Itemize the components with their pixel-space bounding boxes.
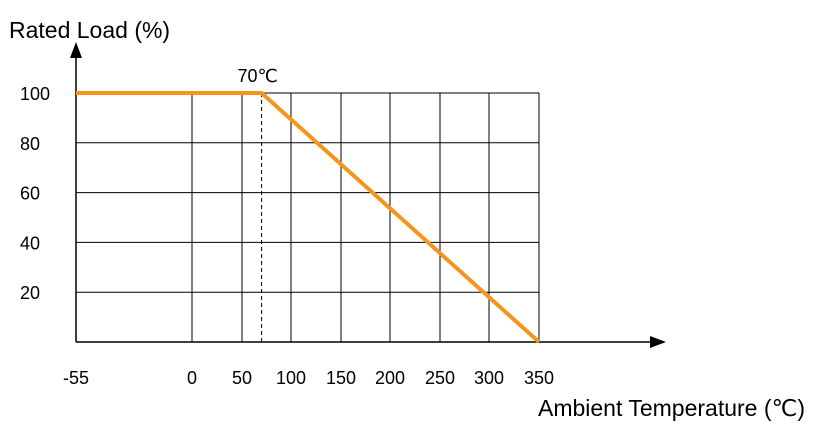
x-tick-label: 50 — [232, 368, 252, 388]
x-axis-arrow — [650, 336, 666, 348]
x-tick-label: 250 — [425, 368, 455, 388]
axes — [70, 42, 666, 348]
x-tick-label: 300 — [474, 368, 504, 388]
x-tick-label: -55 — [63, 368, 89, 388]
y-tick-label: 20 — [20, 283, 40, 303]
x-tick-label: 150 — [326, 368, 356, 388]
annotation-group: 70℃ — [237, 66, 278, 342]
annotation-label: 70℃ — [237, 66, 277, 86]
y-tick-label: 40 — [20, 233, 40, 253]
x-tick-label: 0 — [187, 368, 197, 388]
y-tick-label: 60 — [20, 184, 40, 204]
x-tick-labels: -55 0 50 100 150 200 250 300 350 — [63, 368, 554, 388]
x-axis-label: Ambient Temperature (℃) — [538, 395, 805, 421]
y-axis-arrow — [70, 42, 82, 58]
x-tick-label: 350 — [524, 368, 554, 388]
y-tick-labels: 20 40 60 80 100 — [20, 84, 50, 303]
y-axis-label: Rated Load (%) — [9, 17, 170, 43]
x-tick-label: 200 — [375, 368, 405, 388]
x-tick-label: 100 — [276, 368, 306, 388]
y-tick-label: 100 — [20, 84, 50, 104]
y-tick-label: 80 — [20, 134, 40, 154]
grid — [76, 92, 540, 342]
series-line — [76, 91, 541, 344]
series-group — [75, 91, 541, 344]
